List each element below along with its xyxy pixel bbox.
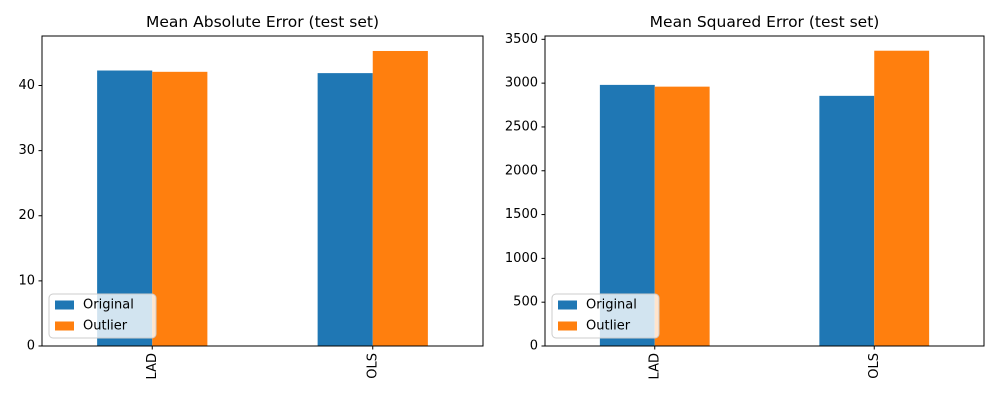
- y-tick-label: 0: [530, 339, 538, 354]
- x-tick-label-lad: LAD: [145, 353, 160, 379]
- x-tick-label-ols: OLS: [365, 353, 380, 379]
- y-tick-label: 20: [18, 208, 35, 223]
- x-tick-label-lad: LAD: [647, 353, 662, 379]
- bar-lad-outlier: [152, 71, 208, 346]
- chart-mean-absolute-error: Mean Absolute Error (test set) 0 10 20 30 40 L…: [18, 13, 484, 379]
- chart-title: Mean Squared Error (test set): [650, 13, 880, 31]
- y-tick-label: 1500: [505, 207, 538, 222]
- chart-mean-squared-error: Mean Squared Error (test set) 0 500 1000 150…: [505, 13, 985, 379]
- y-tick-label: 0: [27, 339, 35, 354]
- legend-box: [551, 293, 660, 339]
- bar-lad-outlier: [654, 86, 710, 346]
- axes-frame: [41, 35, 484, 347]
- x-tick-label-ols: OLS: [867, 353, 882, 379]
- y-tick-label: 500: [513, 295, 538, 310]
- bar-ols-original: [317, 73, 373, 346]
- legend-swatch-outlier: [558, 321, 577, 331]
- legend-swatch-original: [55, 300, 74, 310]
- axes-frame: [544, 35, 985, 347]
- legend-label-original: Original: [83, 298, 134, 313]
- legend-swatch-original: [558, 300, 577, 310]
- panel-mean-squared-error: Mean Squared Error (test set) 0 500 1000 150…: [500, 0, 1000, 400]
- y-tick-label: 40: [18, 78, 35, 93]
- y-tick-label: 2500: [505, 119, 538, 134]
- bar-ols-original: [819, 95, 875, 346]
- y-tick-label: 2000: [505, 163, 538, 178]
- chart-title: Mean Absolute Error (test set): [146, 13, 379, 31]
- y-tick-label: 3000: [505, 76, 538, 91]
- bar-ols-outlier: [874, 50, 930, 346]
- legend-swatch-outlier: [55, 321, 74, 331]
- legend-label-outlier: Outlier: [586, 319, 631, 334]
- panel-mean-absolute-error: Mean Absolute Error (test set) 0 10 20 30 40 L…: [0, 0, 500, 400]
- y-tick-label: 10: [18, 273, 35, 288]
- legend-box: [48, 293, 157, 339]
- y-tick-label: 30: [18, 143, 35, 158]
- legend-label-original: Original: [586, 298, 637, 313]
- y-tick-label: 1000: [505, 251, 538, 266]
- bar-ols-outlier: [372, 50, 428, 346]
- legend-label-outlier: Outlier: [83, 319, 128, 334]
- y-tick-label: 3500: [505, 32, 538, 47]
